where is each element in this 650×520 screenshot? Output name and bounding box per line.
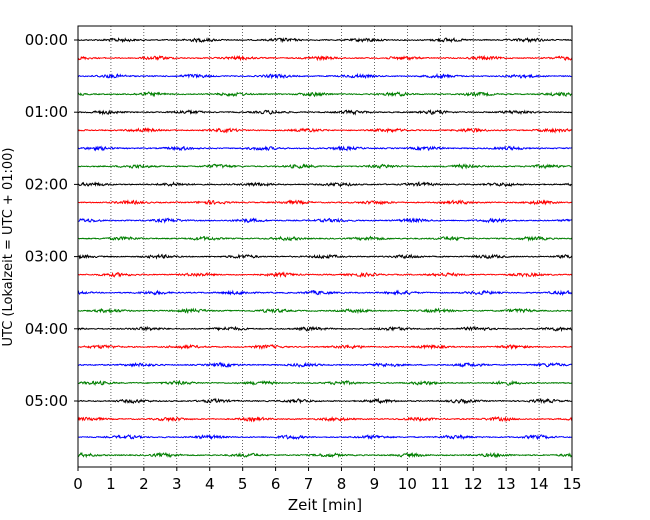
y-tick-label: 01:00 (25, 103, 68, 121)
seismogram-trace (77, 72, 573, 80)
x-tick-label: 7 (304, 475, 314, 493)
seismogram-trace (77, 379, 573, 387)
seismogram-trace (77, 289, 573, 297)
seismogram-trace (77, 199, 573, 206)
seismogram-trace (77, 397, 573, 405)
seismogram-trace (77, 54, 573, 62)
seismogram-trace (77, 343, 573, 350)
x-tick-label: 8 (337, 475, 347, 493)
x-tick-label: 11 (431, 475, 450, 493)
seismogram-trace (77, 361, 573, 368)
y-axis: 00:00 01:00 02:00 03:00 04:00 05:00 (25, 31, 78, 410)
x-axis-label: Zeit [min] (288, 496, 362, 514)
x-tick-label: 5 (238, 475, 248, 493)
seismogram-trace (77, 235, 573, 242)
trace-layer (77, 36, 573, 459)
x-tick-label: 12 (464, 475, 483, 493)
y-tick-label: 04:00 (25, 320, 68, 338)
x-tick-label: 10 (398, 475, 417, 493)
y-tick-label: 03:00 (25, 248, 68, 266)
seismogram-trace (77, 163, 573, 170)
seismogram-trace (77, 91, 573, 98)
y-tick-label: 00:00 (25, 31, 68, 49)
seismogram-trace (77, 271, 573, 278)
x-tick-label: 2 (139, 475, 149, 493)
seismogram-trace (77, 181, 573, 188)
seismogram-trace (77, 451, 573, 459)
y-tick-label: 02:00 (25, 175, 68, 193)
seismogram-trace (78, 109, 573, 116)
plot-frame (77, 25, 573, 468)
seismogram-trace (77, 36, 573, 44)
y-axis-label: UTC (Lokalzeit = UTC + 01:00) (1, 148, 16, 347)
seismogram-trace (77, 325, 573, 333)
y-tick-label: 05:00 (25, 392, 68, 410)
seismogram-trace (77, 127, 573, 134)
x-tick-label: 4 (205, 475, 215, 493)
seismogram-trace (77, 144, 573, 152)
x-tick-label: 3 (172, 475, 182, 493)
x-tick-label: 14 (530, 475, 549, 493)
seismogram-trace (77, 253, 573, 260)
seismogram-trace (77, 307, 573, 315)
x-tick-label: 6 (271, 475, 281, 493)
x-tick-label: 13 (497, 475, 516, 493)
x-tick-label: 15 (562, 475, 581, 493)
x-tick-label: 9 (370, 475, 380, 493)
seismogram-trace (77, 217, 573, 224)
x-tick-label: 1 (106, 475, 116, 493)
seismogram-trace (77, 433, 573, 441)
x-axis: 0 1 2 3 4 5 6 7 8 9 10 11 12 13 14 15 (73, 467, 582, 493)
x-tick-label: 0 (73, 475, 83, 493)
seismogram-trace (77, 415, 573, 423)
